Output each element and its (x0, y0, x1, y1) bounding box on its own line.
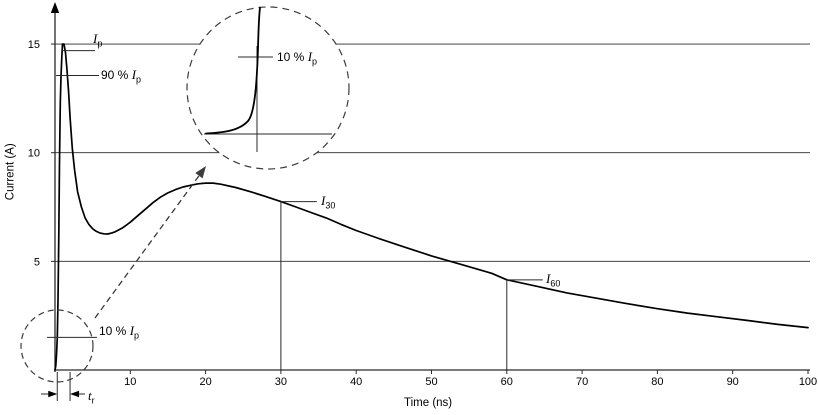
label-i60: I60 (546, 271, 561, 289)
label-rise-time-sub: r (91, 395, 95, 406)
label-10-percent-inset-sub: p (312, 56, 318, 67)
y-axis-title: Current (A) (4, 143, 17, 201)
x-tick-label-50: 50 (425, 376, 437, 388)
label-i60-base: I (546, 271, 551, 286)
inset-rising-edge-curve (205, 6, 261, 135)
label-90-percent-base: I (131, 67, 137, 82)
x-tick-label-10: 10 (124, 376, 136, 388)
label-10-percent-sub: p (134, 330, 140, 341)
y-axis-arrowhead (50, 2, 60, 13)
label-rise-time-base: t (88, 388, 92, 403)
label-10-percent-inset-base: I (307, 49, 313, 64)
x-tick-label-90: 90 (727, 376, 739, 388)
label-90-percent-sub: p (136, 74, 142, 85)
y-tick-label-15: 15 (28, 39, 40, 51)
tr-left-arrowhead (48, 390, 58, 398)
label-10-percent-base: I (129, 323, 135, 338)
x-axis-title: Time (ns) (404, 397, 453, 409)
x-tick-label-60: 60 (501, 376, 513, 388)
label-10-percent-level: 10 % Ip (99, 323, 140, 341)
label-peak-current-base: I (93, 31, 98, 46)
y-tick-label-10: 10 (28, 148, 40, 160)
label-10-percent-inset: 10 % Ip (277, 49, 318, 67)
label-10-percent-prefix: 10 % (99, 324, 130, 338)
magnifier-inset-circle (186, 6, 350, 170)
label-10-percent-inset-prefix: 10 % (277, 50, 308, 64)
label-90-percent-prefix: 90 % (101, 68, 132, 82)
label-i30-base: I (321, 193, 326, 208)
tr-right-arrowhead (70, 390, 80, 398)
x-tick-label-80: 80 (651, 376, 663, 388)
label-i30: I30 (321, 193, 336, 211)
x-tick-label-70: 70 (576, 376, 588, 388)
x-tick-label-30: 30 (275, 376, 287, 388)
y-tick-label-5: 5 (34, 256, 40, 268)
waveform-curve (54, 43, 809, 371)
label-peak-current: Ip (93, 31, 103, 49)
label-peak-current-sub: p (97, 38, 103, 49)
label-i30-sub: 30 (325, 200, 336, 211)
label-90-percent-level: 90 % Ip (101, 67, 142, 85)
label-rise-time: tr (88, 388, 95, 406)
label-i60-sub: 60 (550, 278, 561, 289)
x-tick-label-40: 40 (350, 376, 362, 388)
x-tick-label-20: 20 (199, 376, 211, 388)
x-tick-label-100: 100 (799, 376, 817, 388)
zoom-arrow-shaft (94, 172, 202, 319)
origin-zoom-circle (20, 309, 94, 383)
zoom-arrow-head (195, 166, 206, 179)
